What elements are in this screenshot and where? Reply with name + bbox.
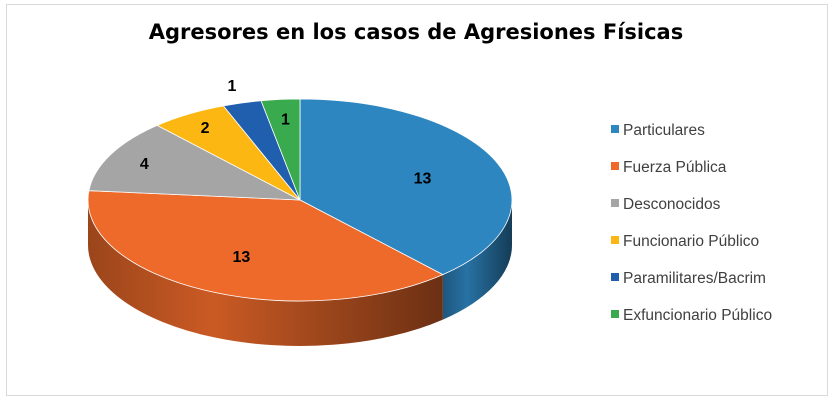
data-label-particulares: 13 (414, 170, 432, 187)
legend-label-particulares: Particulares (623, 122, 705, 139)
chart-title: Agresores en los casos de Agresiones Fís… (148, 20, 684, 44)
data-label-fuerza-publica: 13 (233, 249, 251, 266)
slice-side-shade-fuerza-publica (88, 200, 443, 346)
legend-label-funcionario-publico: Funcionario Público (623, 233, 759, 250)
legend-label-paramilitares-bacrim: Paramilitares/Bacrim (623, 270, 766, 287)
legend-swatch-funcionario-publico (611, 236, 619, 244)
slice-particulares[interactable] (299, 98, 513, 276)
legend-label-fuerza-publica: Fuerza Pública (623, 159, 727, 176)
data-label-desconocidos: 4 (140, 156, 149, 173)
legend-swatch-desconocidos (611, 199, 619, 207)
legend-swatch-particulares (611, 125, 619, 133)
legend-label-desconocidos: Desconocidos (623, 196, 721, 213)
legend-label-exfuncionario-publico: Exfuncionario Público (623, 307, 772, 324)
legend-swatch-exfuncionario-publico (611, 310, 619, 318)
slice-desconocidos[interactable] (88, 124, 301, 201)
slice-exfuncionario-publico[interactable] (260, 98, 301, 201)
legend-swatch-paramilitares-bacrim (611, 273, 619, 281)
data-label-paramilitares-bacrim: 1 (228, 78, 237, 95)
slice-side-shade-particulares (442, 200, 512, 320)
legend-swatch-fuerza-publica (611, 162, 619, 170)
slice-fuerza-publica[interactable] (87, 190, 444, 302)
data-label-exfuncionario-publico: 1 (281, 111, 290, 128)
data-label-funcionario-publico: 2 (201, 120, 210, 137)
